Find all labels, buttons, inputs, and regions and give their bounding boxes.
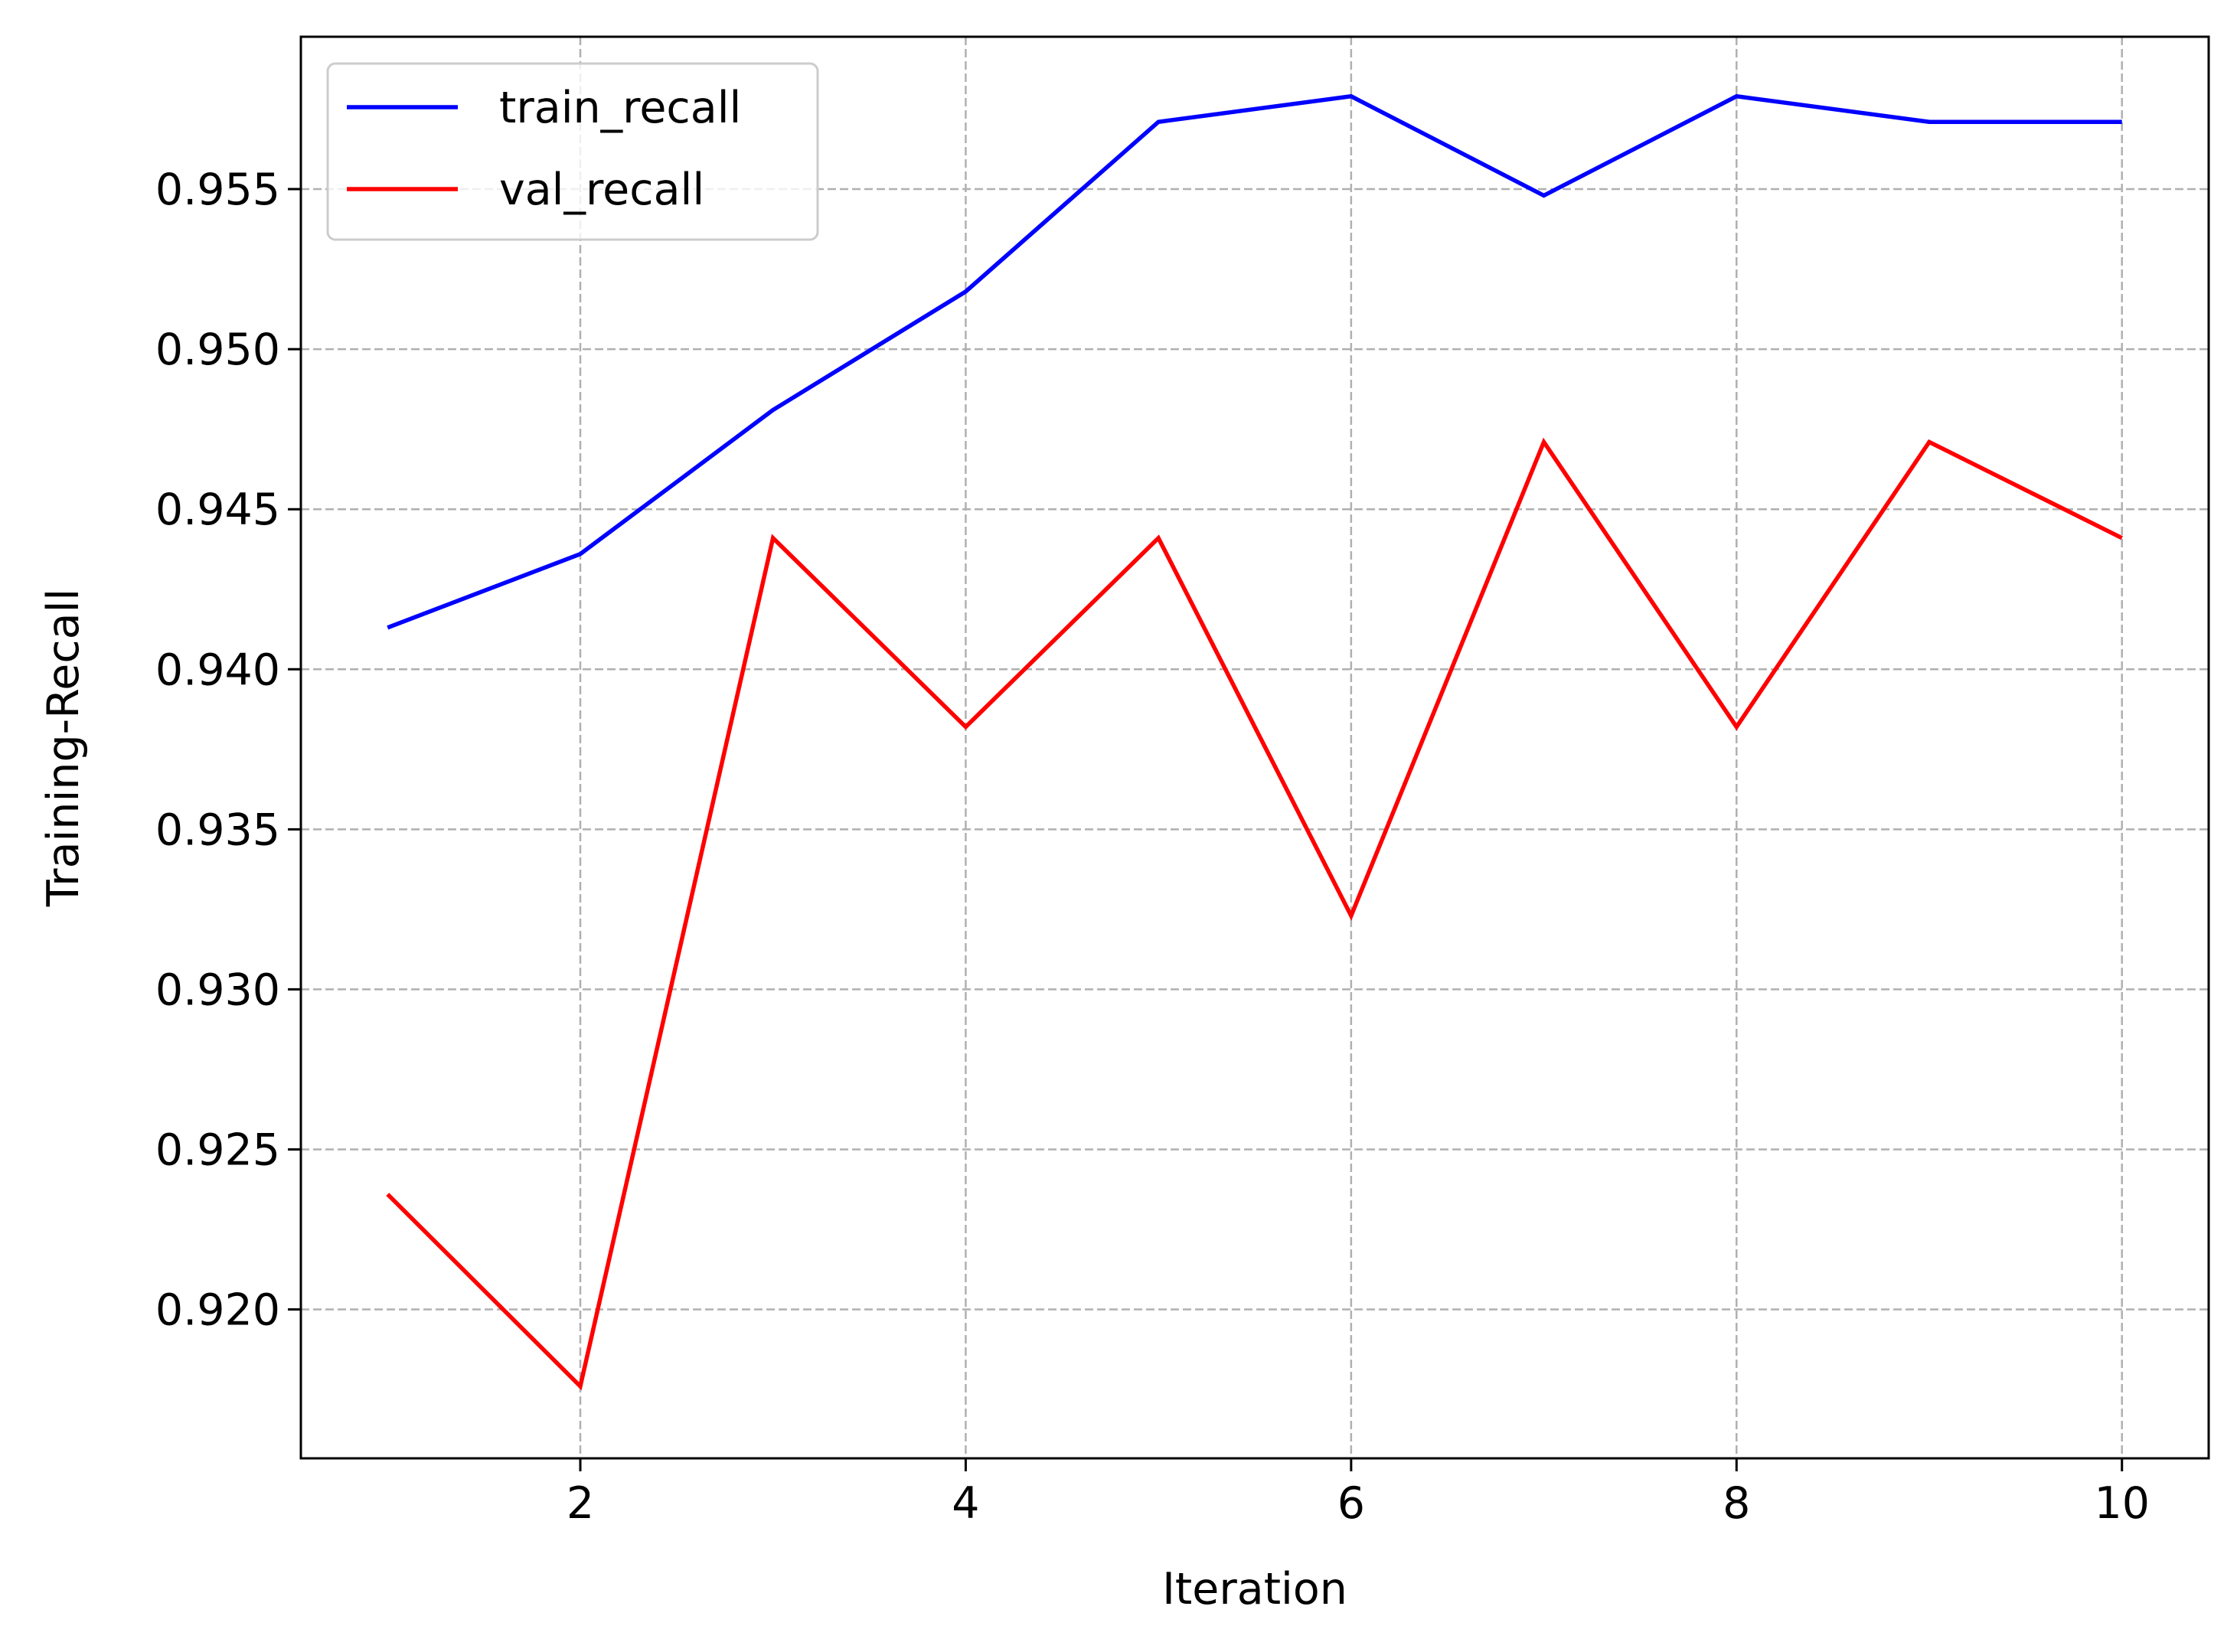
grid xyxy=(301,37,2209,1458)
plot-frame xyxy=(299,35,2210,1460)
x-tick-label: 6 xyxy=(1337,1478,1365,1529)
x-axis-label: Iteration xyxy=(1162,1564,1347,1614)
x-tick-label: 8 xyxy=(1723,1478,1750,1529)
y-axis-label: Training-Recall xyxy=(38,589,89,908)
y-tick-label: 0.945 xyxy=(155,485,280,535)
y-tick-label: 0.940 xyxy=(155,645,280,695)
y-tick-label: 0.955 xyxy=(155,165,280,215)
legend: train_recall val_recall xyxy=(326,62,819,241)
legend-label: val_recall xyxy=(499,165,704,215)
y-tick-label: 0.950 xyxy=(155,325,280,375)
y-tick-label: 0.920 xyxy=(155,1285,280,1336)
y-tick-label: 0.925 xyxy=(155,1125,280,1175)
series-line-val_recall xyxy=(386,437,2123,1391)
series-line-train_recall xyxy=(387,93,2122,630)
y-tick-label: 0.935 xyxy=(155,805,280,855)
x-tick-label: 2 xyxy=(567,1478,594,1529)
y-tick-label: 0.930 xyxy=(155,965,280,1015)
axis-ticks: 2 4 6 8 10 0.920 0.925 0.930 0.935 0.940 0.945 0.95… xyxy=(155,165,2150,1529)
x-tick-label: 10 xyxy=(2094,1478,2150,1529)
x-tick-label: 4 xyxy=(952,1478,979,1529)
series-lines xyxy=(386,93,2123,1391)
legend-label: train_recall xyxy=(499,83,741,133)
